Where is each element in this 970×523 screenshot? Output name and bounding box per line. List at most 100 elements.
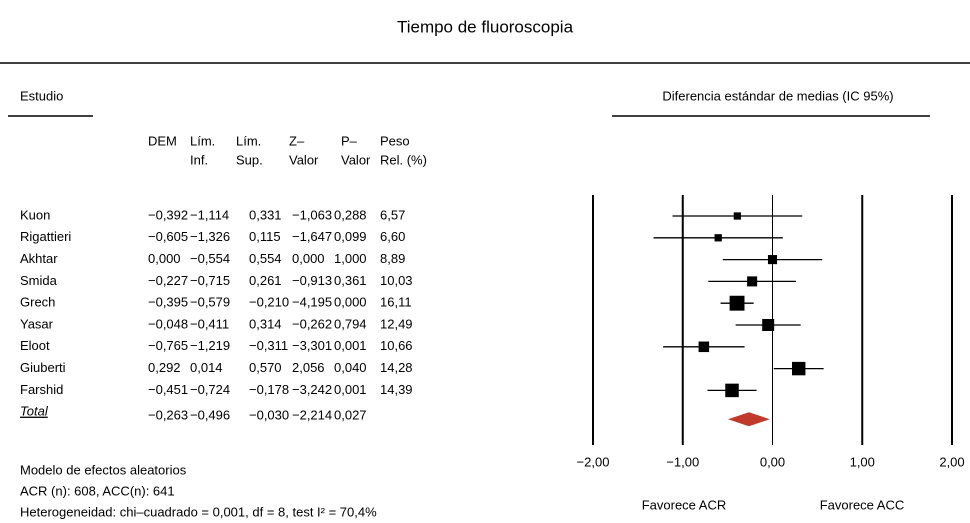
cell: −0,048 — [148, 316, 188, 331]
cell: 8,89 — [380, 251, 405, 266]
point-estimate — [698, 341, 710, 353]
cell: −1,647 — [292, 229, 332, 244]
cell: 14,39 — [380, 382, 413, 397]
cell: 0,115 — [249, 229, 281, 244]
cell: −0,263 — [148, 408, 188, 423]
note: Heterogeneidad: chi–cuadrado = 0,001, df… — [20, 504, 377, 519]
column-header: P– — [341, 133, 358, 148]
point-estimate — [729, 295, 745, 311]
column-header: Peso — [380, 133, 410, 148]
x-tick-label: −2,00 — [577, 454, 610, 469]
cell: −1,063 — [292, 207, 332, 222]
cell: 0,570 — [249, 360, 282, 375]
cell: 10,03 — [380, 273, 413, 288]
x-tick-label: 0,00 — [760, 454, 785, 469]
x-tick-label: 2,00 — [939, 454, 964, 469]
column-header: Valor — [289, 152, 319, 167]
study-name: Eloot — [20, 338, 50, 353]
study-name: Farshid — [20, 382, 63, 397]
cell: −3,242 — [292, 382, 332, 397]
cell: 0,001 — [334, 338, 367, 353]
cell: −0,030 — [249, 408, 289, 423]
favors-label: Favorece ACC — [820, 497, 905, 512]
point-estimate — [725, 383, 739, 398]
cell: −1,326 — [190, 229, 230, 244]
cell: −0,765 — [148, 338, 188, 353]
column-header: Valor — [341, 152, 371, 167]
cell: −0,227 — [148, 273, 188, 288]
total-label: Total — [20, 404, 49, 419]
cell: −0,178 — [249, 382, 289, 397]
cell: 0,099 — [334, 229, 367, 244]
cell: −0,210 — [249, 295, 289, 310]
cell: 0,040 — [334, 360, 367, 375]
cell: 0,331 — [249, 207, 282, 222]
cell: 0,314 — [249, 316, 282, 331]
study-name: Yasar — [20, 316, 54, 331]
cell: 0,361 — [334, 273, 367, 288]
cell: −0,262 — [292, 316, 332, 331]
cell: 0,000 — [148, 251, 181, 266]
cell: −1,114 — [190, 207, 229, 222]
cell: −0,605 — [148, 229, 188, 244]
study-name: Rigattieri — [20, 229, 71, 244]
cell: −1,219 — [190, 338, 230, 353]
column-header: Inf. — [190, 152, 208, 167]
cell: 0,288 — [334, 207, 367, 222]
favors-label: Favorece ACR — [642, 497, 727, 512]
cell: −4,195 — [292, 295, 332, 310]
cell: −0,724 — [190, 382, 230, 397]
cell: 0,001 — [334, 382, 367, 397]
cell: 16,11 — [380, 295, 412, 310]
note: ACR (n): 608, ACC(n): 641 — [20, 483, 175, 498]
study-name: Smida — [20, 273, 58, 288]
point-estimate — [714, 234, 722, 242]
cell: 0,014 — [190, 360, 223, 375]
study-name: Giuberti — [20, 360, 66, 375]
cell: −0,496 — [190, 408, 230, 423]
cell: 0,000 — [292, 251, 325, 266]
cell: 0,027 — [334, 408, 367, 423]
cell: −3,301 — [292, 338, 332, 353]
study-header: Estudio — [20, 88, 63, 103]
cell: 6,60 — [380, 229, 405, 244]
cell: −0,451 — [148, 382, 188, 397]
cell: 10,66 — [380, 338, 413, 353]
cell: 14,28 — [380, 360, 413, 375]
total-diamond — [727, 412, 770, 427]
point-estimate — [767, 255, 778, 265]
column-header: Z– — [289, 133, 305, 148]
plot-header: Diferencia estándar de medias (IC 95%) — [662, 88, 893, 103]
column-header: Rel. (%) — [380, 152, 427, 167]
cell: −0,554 — [190, 251, 230, 266]
chart-title: Tiempo de fluoroscopia — [397, 17, 574, 36]
cell: −0,579 — [190, 295, 230, 310]
point-estimate — [733, 212, 741, 220]
point-estimate — [791, 361, 806, 376]
study-name: Grech — [20, 295, 55, 310]
cell: 0,292 — [148, 360, 181, 375]
cell: 6,57 — [380, 207, 405, 222]
study-name: Akhtar — [20, 251, 58, 266]
cell: −2,214 — [292, 408, 332, 423]
cell: 12,49 — [380, 316, 413, 331]
cell: 1,000 — [334, 251, 367, 266]
column-header: Lím. — [236, 133, 261, 148]
study-name: Kuon — [20, 207, 50, 222]
cell: −0,913 — [292, 273, 332, 288]
cell: 2,056 — [292, 360, 325, 375]
cell: −0,311 — [249, 338, 288, 353]
point-estimate — [747, 276, 758, 287]
cell: 0,794 — [334, 316, 367, 331]
cell: −0,392 — [148, 207, 188, 222]
cell: −0,411 — [190, 316, 229, 331]
cell: 0,554 — [249, 251, 282, 266]
cell: 0,000 — [334, 295, 367, 310]
cell: 0,261 — [249, 273, 282, 288]
cell: −0,715 — [190, 273, 230, 288]
column-header: Sup. — [236, 152, 263, 167]
column-header: DEM — [148, 133, 177, 148]
x-tick-label: −1,00 — [666, 454, 699, 469]
note: Modelo de efectos aleatorios — [20, 462, 187, 477]
